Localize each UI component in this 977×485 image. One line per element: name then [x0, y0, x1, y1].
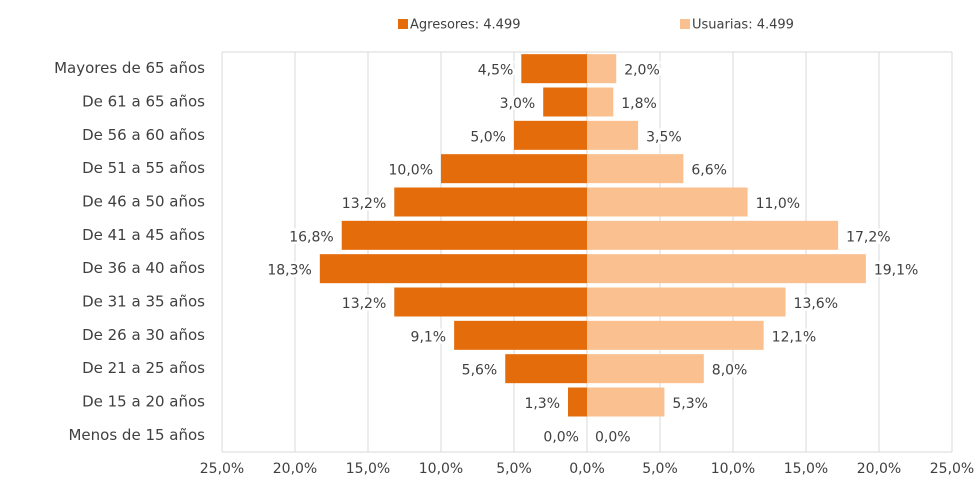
bar: [543, 87, 587, 117]
y-tick-label: De 46 a 50 años: [82, 193, 205, 211]
legend-label: Agresores: 4.499: [410, 18, 521, 33]
y-tick-label: De 36 a 40 años: [82, 259, 205, 277]
y-tick-label: De 61 a 65 años: [82, 93, 205, 111]
x-tick-label: 5,0%: [642, 461, 678, 477]
data-label: 13,6%: [794, 296, 838, 312]
bar: [587, 320, 764, 350]
bar: [587, 220, 839, 250]
y-tick-label: De 26 a 30 años: [82, 326, 205, 344]
data-label: 13,2%: [342, 196, 386, 212]
data-label: 3,5%: [646, 129, 682, 145]
x-tick-label: 25,0%: [930, 461, 974, 477]
bar: [568, 387, 587, 417]
data-label: 1,8%: [621, 96, 657, 112]
data-label: 18,3%: [267, 263, 311, 279]
x-tick-label: 25,0%: [200, 461, 244, 477]
bar: [587, 387, 665, 417]
bar: [394, 287, 587, 317]
bar: [587, 154, 684, 184]
legend-swatch: [680, 19, 690, 29]
bar: [521, 54, 587, 84]
bar: [341, 220, 587, 250]
data-label: 4,5%: [478, 63, 514, 79]
bar: [587, 54, 617, 84]
bar: [587, 187, 748, 217]
bar: [441, 154, 587, 184]
y-tick-label: De 56 a 60 años: [82, 126, 205, 144]
x-tick-label: 20,0%: [273, 461, 317, 477]
data-label: 5,0%: [470, 129, 506, 145]
bar: [587, 254, 866, 284]
y-tick-label: De 41 a 45 años: [82, 226, 205, 244]
x-tick-label: 10,0%: [711, 461, 755, 477]
bar: [587, 120, 639, 150]
x-tick-label: 10,0%: [419, 461, 463, 477]
data-label: 13,2%: [342, 296, 386, 312]
data-label: 9,1%: [411, 329, 447, 345]
y-tick-label: Menos de 15 años: [68, 426, 205, 444]
bar: [505, 354, 587, 384]
bar: [587, 87, 614, 117]
data-label: 17,2%: [846, 229, 890, 245]
x-tick-label: 15,0%: [784, 461, 828, 477]
x-tick-label: 15,0%: [346, 461, 390, 477]
y-tick-label: De 51 a 55 años: [82, 159, 205, 177]
data-label: 3,0%: [500, 96, 536, 112]
data-label: 12,1%: [772, 329, 816, 345]
legend-swatch: [398, 19, 408, 29]
data-label: 6,6%: [691, 163, 727, 179]
bar: [394, 187, 587, 217]
y-tick-label: De 31 a 35 años: [82, 293, 205, 311]
data-label: 0,0%: [543, 429, 579, 445]
data-label: 16,8%: [289, 229, 333, 245]
data-label: 5,3%: [672, 396, 708, 412]
bar: [587, 354, 704, 384]
bar: [454, 320, 587, 350]
data-label: 8,0%: [712, 363, 748, 379]
y-tick-label: De 21 a 25 años: [82, 359, 205, 377]
data-label: 0,0%: [595, 429, 631, 445]
data-label: 5,6%: [462, 363, 498, 379]
x-tick-label: 0,0%: [569, 461, 605, 477]
data-label: 2,0%: [624, 63, 660, 79]
legend-label: Usuarias: 4.499: [692, 18, 794, 33]
bar: [319, 254, 587, 284]
x-tick-label: 20,0%: [857, 461, 901, 477]
data-label: 19,1%: [874, 263, 918, 279]
bar: [587, 287, 786, 317]
data-label: 10,0%: [389, 163, 433, 179]
data-label: 1,3%: [524, 396, 560, 412]
bar: [514, 120, 587, 150]
x-tick-label: 5,0%: [496, 461, 532, 477]
y-tick-label: Mayores de 65 años: [54, 59, 205, 77]
data-label: 11,0%: [756, 196, 800, 212]
y-tick-label: De 15 a 20 años: [82, 393, 205, 411]
